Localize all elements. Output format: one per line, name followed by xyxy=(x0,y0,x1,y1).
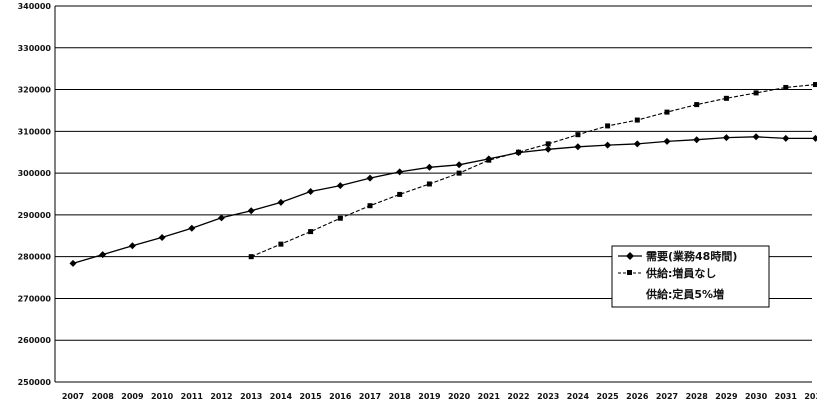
data-point-diamond xyxy=(574,143,582,151)
data-point-square xyxy=(308,229,314,235)
y-tick-label: 320000 xyxy=(18,86,52,95)
x-tick-label: 2031 xyxy=(775,392,798,401)
x-tick-label: 2007 xyxy=(62,392,84,401)
data-point-diamond xyxy=(366,174,374,182)
x-tick-label: 2021 xyxy=(478,392,501,401)
x-tick-label: 2029 xyxy=(715,392,738,401)
x-tick-label: 2016 xyxy=(329,392,352,401)
data-point-diamond xyxy=(99,251,107,259)
data-point-diamond xyxy=(336,182,344,190)
x-tick-label: 2027 xyxy=(656,392,678,401)
legend-square-marker xyxy=(627,270,632,275)
data-point-square xyxy=(753,90,759,96)
data-point-diamond xyxy=(158,233,166,241)
x-tick-label: 2024 xyxy=(567,392,590,401)
x-tick-label: 2026 xyxy=(626,392,649,401)
x-tick-label: 2013 xyxy=(240,392,262,401)
data-point-diamond xyxy=(633,140,641,148)
data-point-square xyxy=(723,95,729,101)
x-axis-ticks: 2007 2008 2009 2010 2011 2012 2013 2014 2015 2016… xyxy=(62,392,817,401)
data-point-diamond xyxy=(455,161,463,169)
data-point-diamond xyxy=(812,134,817,142)
legend-label-supply-5pct: 供給:定員5%増 xyxy=(645,287,724,301)
legend-label-demand: 需要(業務48時間) xyxy=(646,249,737,263)
data-point-square xyxy=(248,254,254,260)
data-point-diamond xyxy=(782,134,790,142)
data-point-square xyxy=(426,181,432,187)
x-tick-label: 2023 xyxy=(537,392,559,401)
data-point-diamond xyxy=(396,168,404,176)
data-point-diamond xyxy=(425,163,433,171)
data-point-square xyxy=(367,203,373,209)
data-point-diamond xyxy=(722,134,730,142)
x-tick-label: 2025 xyxy=(596,392,619,401)
data-point-square xyxy=(813,82,817,88)
x-tick-label: 2014 xyxy=(270,392,293,401)
data-point-square xyxy=(783,84,789,90)
data-point-square xyxy=(337,215,343,221)
data-point-diamond xyxy=(307,187,315,195)
data-point-diamond xyxy=(218,214,225,222)
x-tick-label: 2012 xyxy=(210,392,232,401)
y-axis-ticks: 340000 330000 320000 310000 300000 290000 2800… xyxy=(18,2,52,387)
x-tick-label: 2020 xyxy=(448,392,471,401)
x-tick-label: 2017 xyxy=(359,392,381,401)
x-tick-label: 2019 xyxy=(418,392,441,401)
x-tick-label: 2009 xyxy=(121,392,144,401)
data-point-diamond xyxy=(752,133,760,141)
data-point-square xyxy=(634,117,640,123)
legend-diamond-marker xyxy=(626,252,634,260)
data-point-diamond xyxy=(188,224,196,232)
x-tick-label: 2032 xyxy=(804,392,817,401)
data-point-diamond xyxy=(277,198,285,206)
x-tick-label: 2008 xyxy=(92,392,115,401)
y-tick-label: 280000 xyxy=(18,253,52,262)
x-tick-label: 2022 xyxy=(507,392,529,401)
data-point-square xyxy=(278,241,284,247)
data-point-diamond xyxy=(69,259,77,267)
data-point-diamond xyxy=(693,136,701,144)
gridlines xyxy=(54,5,812,383)
data-point-square xyxy=(575,132,581,138)
data-point-diamond xyxy=(247,207,255,215)
data-point-square xyxy=(694,102,700,108)
data-point-diamond xyxy=(544,145,552,153)
data-point-square xyxy=(456,170,462,176)
legend-label-supply-no-increase: 供給:増員なし xyxy=(645,266,716,280)
x-tick-label: 2028 xyxy=(686,392,709,401)
y-tick-label: 310000 xyxy=(18,127,52,136)
y-tick-label: 260000 xyxy=(18,336,52,345)
data-point-diamond xyxy=(604,141,612,149)
series-line-0 xyxy=(72,136,816,265)
x-tick-label: 2011 xyxy=(181,392,204,401)
series-layer xyxy=(69,82,817,267)
data-point-square xyxy=(605,123,611,129)
legend: 需要(業務48時間) 供給:増員なし 供給:定員5%増 xyxy=(611,245,770,308)
series-line-1 xyxy=(250,83,816,258)
y-tick-label: 300000 xyxy=(18,169,52,178)
x-tick-label: 2015 xyxy=(299,392,322,401)
data-point-square xyxy=(545,141,551,147)
data-point-square xyxy=(397,191,403,197)
y-tick-label: 340000 xyxy=(18,2,52,11)
data-point-square xyxy=(516,149,521,155)
data-point-diamond xyxy=(663,137,671,145)
x-tick-label: 2010 xyxy=(151,392,174,401)
data-point-square xyxy=(664,109,670,115)
x-tick-label: 2030 xyxy=(745,392,768,401)
y-tick-label: 290000 xyxy=(18,211,52,220)
y-tick-label: 270000 xyxy=(18,294,52,303)
y-tick-label: 330000 xyxy=(18,44,52,53)
x-tick-label: 2018 xyxy=(389,392,412,401)
data-point-diamond xyxy=(128,242,136,250)
data-point-square xyxy=(486,157,492,163)
y-tick-label: 250000 xyxy=(18,378,52,387)
